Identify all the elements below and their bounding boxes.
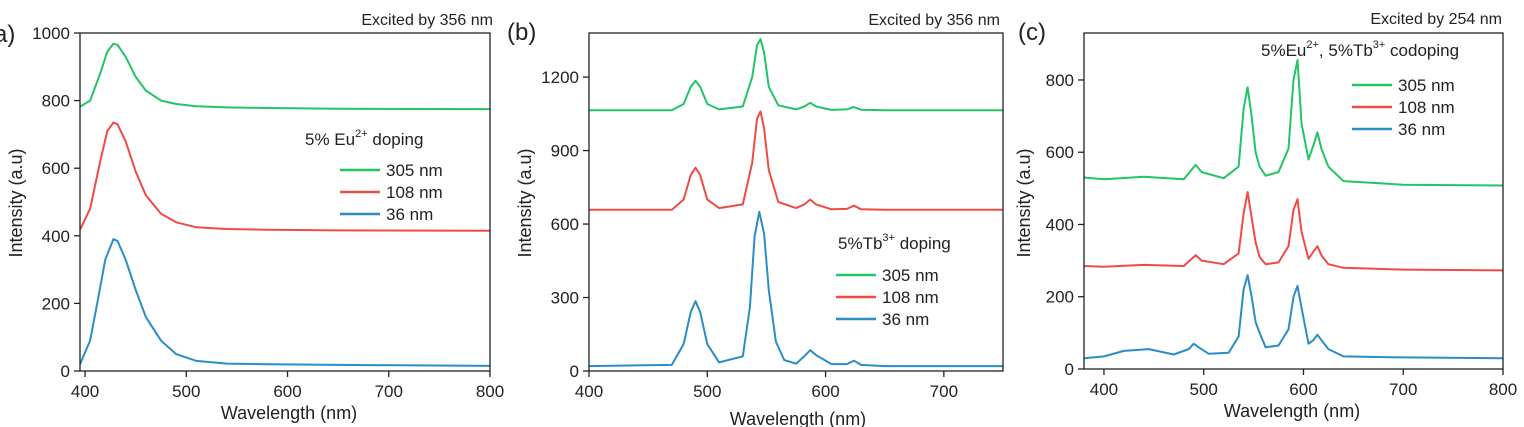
panel-b-legend-label: 108 nm	[882, 288, 939, 307]
panel-c-x-tick-label: 500	[1190, 380, 1218, 399]
panel-a-x-axis-label: Wavelength (nm)	[221, 403, 357, 423]
panel-c-x-tick-label: 800	[1489, 380, 1517, 399]
panel-a-legend-label: 36 nm	[386, 205, 433, 224]
panel-c-series-108-nm	[1083, 191, 1504, 272]
panel-b-legend-title: 5%Tb3+ doping	[838, 232, 951, 253]
panel-b-x-tick-label: 700	[930, 382, 958, 401]
panel-c-series-305-nm	[1083, 59, 1504, 187]
panel-a-x-tick-label: 500	[172, 382, 200, 401]
panel-c-y-axis-label: Intensity (a.u)	[1014, 148, 1034, 257]
panel-a-y-tick-label: 400	[42, 227, 70, 246]
panel-b-legend: 305 nm 108 nm 36 nm	[836, 266, 939, 329]
panel-a-ticks: 400 500 600 700 800 0 200 400 600 800 1000	[32, 24, 504, 401]
panel-a-x-tick-label: 600	[273, 382, 301, 401]
panel-c-frame	[1083, 32, 1504, 370]
panel-b-series-36-nm	[588, 210, 1003, 368]
panel-a-y-tick-label: 200	[42, 294, 70, 313]
panel-a-series-36-nm	[79, 238, 491, 367]
panel-c-series-36-nm	[1083, 274, 1504, 360]
panel-b-ticks: 400 500 600 700 0 300 600 900 1200	[541, 68, 958, 401]
panel-c-x-axis-label: Wavelength (nm)	[1224, 401, 1360, 421]
panel-b-series-305-nm	[589, 38, 1003, 112]
panel-c-legend-label: 108 nm	[1398, 98, 1455, 117]
panel-c-y-tick-label: 200	[1046, 288, 1074, 307]
panel-a-legend: 305 nm 108 nm 36 nm	[340, 161, 443, 224]
panel-b-corner-label: Excited by 356 nm	[868, 12, 1000, 29]
panel-a-legend-title: 5% Eu2+ doping	[305, 128, 423, 149]
panel-b-y-tick-label: 300	[551, 289, 579, 308]
panel-a: (a) Excited by 356 nm Wavelength (nm) In…	[0, 12, 504, 423]
panel-a-legend-label: 305 nm	[386, 161, 443, 180]
panel-b: (b) Excited by 356 nm Wavelength (nm) In…	[507, 12, 1004, 427]
panel-a-y-tick-label: 1000	[32, 24, 70, 43]
panel-a-y-tick-label: 600	[42, 159, 70, 178]
panel-b-y-axis-label: Intensity (a.u)	[515, 148, 535, 257]
panel-a-x-tick-label: 400	[71, 382, 99, 401]
panel-b-legend-label: 305 nm	[882, 266, 939, 285]
panel-a-frame	[79, 32, 491, 372]
panel-b-y-tick-label: 600	[551, 215, 579, 234]
panel-b-x-tick-label: 600	[811, 382, 839, 401]
panel-b-x-tick-label: 400	[575, 382, 603, 401]
panel-a-plot-lines	[79, 42, 491, 367]
panel-b-letter: (b)	[507, 19, 536, 46]
panel-c-x-tick-label: 700	[1389, 380, 1417, 399]
panel-a-legend-label: 108 nm	[386, 183, 443, 202]
panel-b-y-tick-label: 1200	[541, 68, 579, 87]
panel-b-y-tick-label: 900	[551, 142, 579, 161]
panel-a-letter: (a)	[0, 21, 15, 48]
panel-c-corner-label: Excited by 254 nm	[1370, 11, 1502, 28]
panel-a-corner-label: Excited by 356 nm	[361, 12, 493, 29]
panel-c-legend: 305 nm 108 nm 36 nm	[1352, 76, 1455, 139]
panel-c-x-tick-label: 600	[1289, 380, 1317, 399]
panel-b-y-tick-label: 0	[570, 362, 579, 381]
panel-a-y-tick-label: 0	[61, 362, 70, 381]
panel-a-y-axis-label: Intensity (a.u)	[6, 148, 26, 257]
panel-b-legend-label: 36 nm	[882, 310, 929, 329]
panel-b-frame	[588, 32, 1004, 372]
panel-c-y-tick-label: 400	[1046, 215, 1074, 234]
panel-c-y-tick-label: 600	[1046, 143, 1074, 162]
panel-c-letter: (c)	[1018, 19, 1046, 46]
panel-b-x-axis-label: Wavelength (nm)	[730, 409, 866, 427]
panel-c-y-tick-label: 800	[1046, 71, 1074, 90]
panel-c-legend-label: 305 nm	[1398, 76, 1455, 95]
panel-a-x-tick-label: 800	[476, 382, 504, 401]
panel-c-legend-title: 5%Eu2+, 5%Tb3+ codoping	[1261, 39, 1459, 60]
panel-c-legend-label: 36 nm	[1398, 120, 1445, 139]
panel-b-series-108-nm	[589, 110, 1003, 211]
panel-c-plot-lines	[1083, 59, 1504, 360]
panel-c-y-tick-label: 0	[1065, 360, 1074, 379]
panel-c: (c) Excited by 254 nm Wavelength (nm) In…	[1014, 11, 1517, 421]
panel-b-plot-lines	[588, 38, 1003, 368]
panel-a-x-tick-label: 700	[375, 382, 403, 401]
panel-a-series-305-nm	[79, 42, 491, 111]
panel-a-series-108-nm	[79, 121, 491, 232]
panel-a-y-tick-label: 800	[42, 92, 70, 111]
panel-c-ticks: 400 500 600 700 800 0 200 400 600 800	[1046, 71, 1518, 399]
panel-b-x-tick-label: 500	[693, 382, 721, 401]
panel-c-x-tick-label: 400	[1090, 380, 1118, 399]
